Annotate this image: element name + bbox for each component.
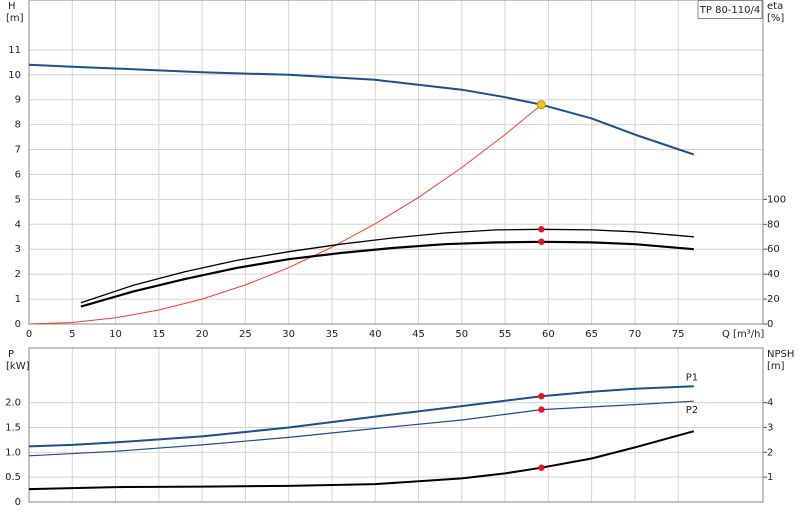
- y-tick-label: 10: [8, 70, 21, 81]
- y2-tick-label: 80: [767, 219, 780, 230]
- x-axis-label: Q [m³/h]: [722, 329, 764, 340]
- y2-tick-label: 4: [767, 398, 773, 409]
- y-tick-label: 8: [15, 120, 21, 131]
- x-tick-label: 75: [672, 329, 685, 340]
- y2-axis-label: eta: [767, 1, 783, 12]
- y2-tick-label: 40: [767, 269, 780, 280]
- y-axis-label: H: [8, 1, 16, 12]
- y-tick-label: 2: [15, 269, 21, 280]
- operating-point: [538, 238, 545, 245]
- y2-tick-label: 20: [767, 294, 780, 305]
- y-tick-label: 11: [8, 45, 21, 56]
- y-tick-label: 9: [15, 95, 21, 106]
- x-tick-label: 15: [152, 329, 165, 340]
- y-tick-label: 5: [15, 194, 21, 205]
- curve: [80, 228, 694, 304]
- y-axis-unit: [kW]: [6, 361, 30, 372]
- x-tick-label: 65: [585, 329, 598, 340]
- y2-tick-label: 0: [767, 319, 773, 330]
- y-tick-label: 7: [15, 145, 21, 156]
- chart-title: TP 80-110/4: [699, 5, 760, 16]
- x-tick-label: 0: [26, 329, 32, 340]
- x-tick-label: 50: [455, 329, 468, 340]
- y-axis-label: P: [8, 349, 14, 360]
- operating-point: [538, 226, 545, 233]
- title-box: [697, 0, 763, 19]
- x-tick-label: 5: [69, 329, 75, 340]
- curve-label: P2: [686, 405, 698, 416]
- y-tick-label: 1.5: [5, 422, 21, 433]
- curve: [28, 400, 694, 457]
- x-tick-label: 20: [196, 329, 209, 340]
- y-tick-label: 1: [15, 294, 21, 305]
- y-tick-label: 0: [15, 497, 21, 508]
- y-tick-label: 6: [15, 169, 21, 180]
- x-tick-label: 55: [499, 329, 512, 340]
- operating-point: [538, 392, 545, 400]
- y2-tick-label: 1: [767, 472, 773, 483]
- y-tick-label: 2.0: [5, 398, 21, 409]
- curve-label: P1: [686, 372, 698, 383]
- y2-axis-label: NPSH: [767, 349, 794, 360]
- x-tick-label: 25: [239, 329, 252, 340]
- y2-tick-label: 2: [767, 447, 773, 458]
- operating-point: [536, 100, 546, 110]
- y-tick-label: 0: [15, 319, 21, 330]
- operating-point: [538, 464, 545, 471]
- y-tick-label: 1.0: [5, 447, 21, 458]
- x-tick-label: 30: [282, 329, 295, 340]
- curve: [28, 104, 542, 325]
- x-tick-label: 45: [412, 329, 425, 340]
- curve: [28, 430, 695, 491]
- y2-tick-label: 100: [767, 194, 786, 205]
- x-tick-label: 70: [629, 329, 642, 340]
- curve: [80, 240, 694, 308]
- y2-axis-unit: [m]: [767, 361, 785, 372]
- operating-point: [538, 406, 545, 413]
- y-tick-label: 0.5: [5, 472, 21, 483]
- y2-axis-unit: [%]: [767, 13, 784, 24]
- y-axis-unit: [m]: [6, 13, 24, 24]
- curve: [28, 385, 694, 448]
- y-tick-label: 3: [15, 244, 21, 255]
- y-tick-label: 4: [15, 219, 21, 230]
- x-tick-label: 35: [326, 329, 339, 340]
- x-tick-label: 40: [369, 329, 382, 340]
- curve: [28, 63, 695, 156]
- plot-frame: [28, 0, 764, 325]
- y2-tick-label: 3: [767, 422, 773, 433]
- y2-tick-label: 60: [767, 244, 780, 255]
- plot-frame: [28, 347, 764, 503]
- x-tick-label: 10: [109, 329, 122, 340]
- x-tick-label: 60: [542, 329, 555, 340]
